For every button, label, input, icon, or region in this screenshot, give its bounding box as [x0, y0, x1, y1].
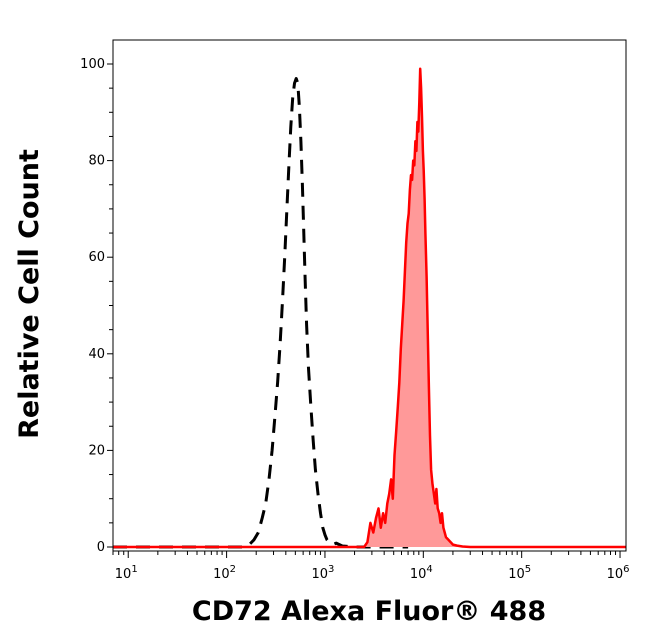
x-tick-label: 101	[115, 564, 138, 582]
y-tick-label: 80	[88, 154, 105, 169]
x-tick-label: 103	[311, 564, 334, 582]
y-tick-label: 40	[88, 347, 105, 362]
series-1-line	[113, 67, 626, 549]
y-tick-label: 60	[88, 250, 105, 265]
x-tick-label: 104	[410, 564, 433, 582]
plot-frame	[112, 39, 627, 552]
y-tick-label: 100	[80, 57, 105, 72]
y-tick-label: 0	[97, 540, 105, 555]
x-tick-label: 105	[508, 564, 531, 582]
plot-series	[113, 67, 626, 549]
x-axis: 101 102 103 104 105 106	[112, 551, 630, 582]
x-tick-label: 102	[213, 564, 236, 582]
y-axis-title: Relative Cell Count	[14, 149, 45, 439]
y-axis: 0 20 40 60 80 100	[80, 57, 113, 555]
y-tick-label: 20	[88, 443, 105, 458]
x-tick-label: 106	[607, 564, 630, 582]
x-axis-title: CD72 Alexa Fluor® 488	[192, 596, 546, 627]
series-1-fill	[113, 68, 626, 548]
series-0-line	[113, 77, 409, 549]
